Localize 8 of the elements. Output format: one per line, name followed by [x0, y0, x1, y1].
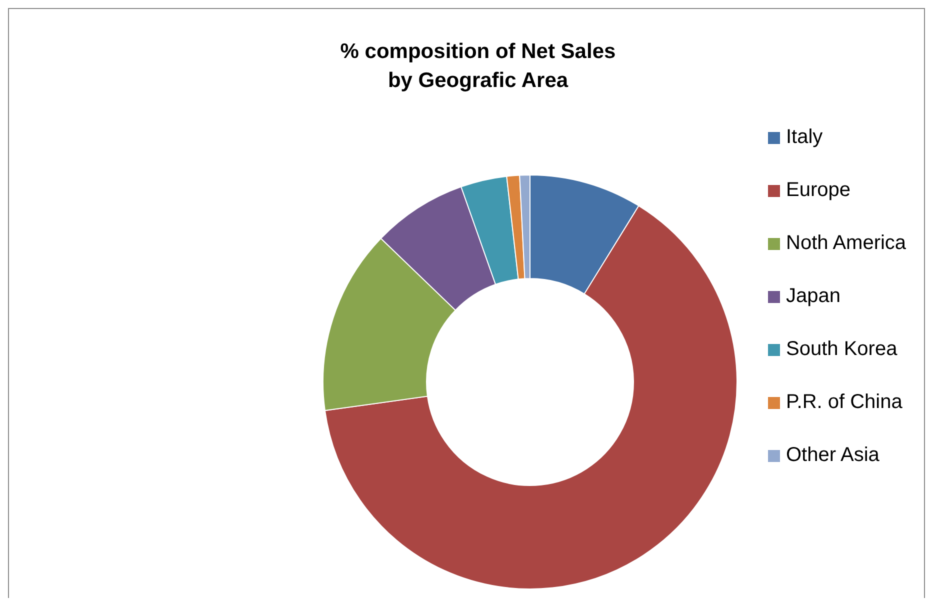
legend-label: Other Asia [786, 444, 880, 466]
legend-label: P.R. of China [786, 391, 904, 413]
legend-label: Europe [786, 179, 850, 201]
legend-label: Italy [786, 126, 823, 148]
chart-title: % composition of Net Sales by Geografic Area [340, 40, 616, 92]
legend-label: Japan [786, 285, 840, 307]
legend-label: South Korea [786, 338, 898, 360]
legend-label: Noth America [786, 232, 907, 254]
